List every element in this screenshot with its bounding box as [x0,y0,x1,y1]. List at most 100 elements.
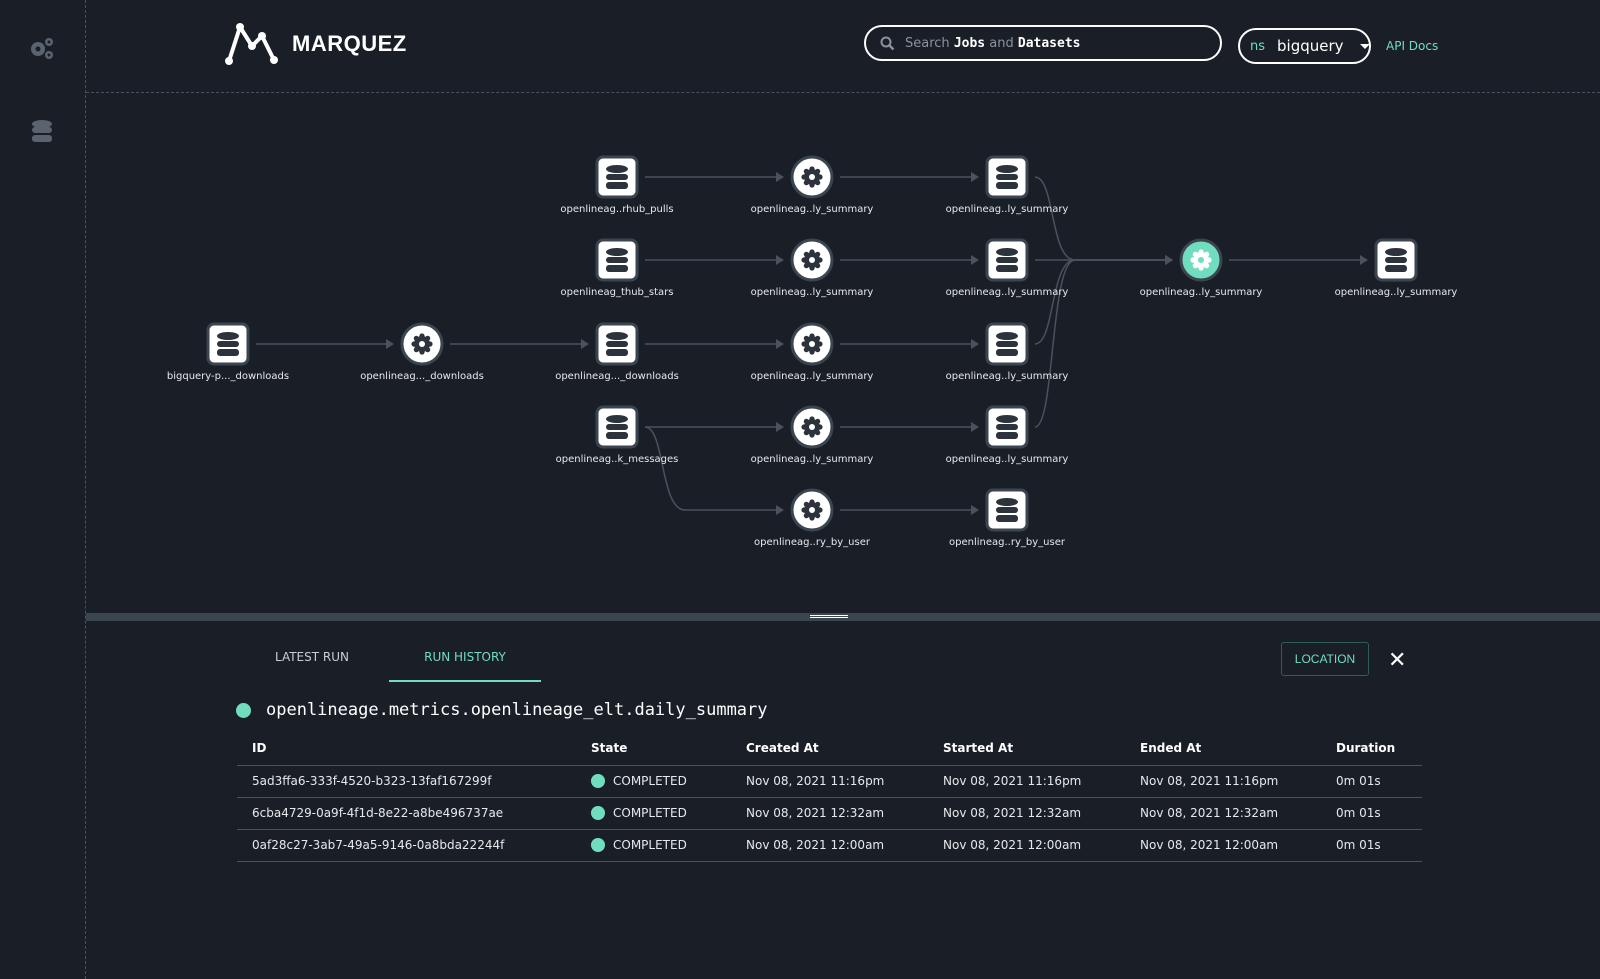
col-ended: Ended At [1125,732,1321,766]
node-label: openlineag..ly_summary [751,454,874,465]
lineage-graph: bigquery-p..._downloads openlineag..._dow… [167,155,1458,548]
job-title: openlineage.metrics.openlineage_elt.dail… [236,700,768,720]
api-docs-link[interactable]: API Docs [1386,39,1439,53]
dataset-node[interactable]: openlineag_thub_stars [560,238,674,298]
dataset-node[interactable]: openlineag..._downloads [555,322,679,382]
graph-edge [1034,259,1171,428]
dataset-node[interactable]: openlineag..k_messages [556,405,679,465]
caret-down-icon [1359,43,1370,49]
header: MARQUEZ Search Jobs and Datasets ns bigq… [86,0,1600,93]
col-created: Created At [731,732,928,766]
app-name: MARQUEZ [292,31,407,56]
node-label: openlineag..ry_by_user [754,537,871,548]
job-node[interactable]: openlineag..ly_summary [751,155,874,215]
edge-arrow [776,255,784,265]
close-icon[interactable]: ✕ [1388,648,1407,673]
edge-arrow [776,422,784,432]
edge-arrow [386,339,394,349]
namespace-label: ns [1250,38,1266,54]
node-label: openlineag..ly_summary [751,287,874,298]
gear-icon [1190,249,1212,271]
dataset-node[interactable]: openlineag..rhub_pulls [560,155,674,215]
edge-arrow [1165,255,1173,265]
datasets-database-icon[interactable] [26,116,58,148]
duration: 0m 01s [1321,797,1422,830]
database-icon [996,165,1018,189]
job-node[interactable]: openlineag..ly_summary [751,238,874,298]
table-row[interactable]: 0af28c27-3ab7-49a5-9146-0a8bda22244f COMP… [237,829,1422,862]
graph-edge [1034,176,1171,261]
state-label: COMPLETED [613,774,687,788]
dataset-node[interactable]: openlineag..ly_summary [946,322,1069,382]
state-dot [591,774,605,788]
state-dot [591,806,605,820]
state-label: COMPLETED [613,838,687,852]
col-state: State [576,732,731,766]
graph-edge [644,426,782,511]
namespace-select[interactable]: ns bigquery [1238,28,1371,64]
col-started: Started At [928,732,1125,766]
ended-at: Nov 08, 2021 12:32am [1125,797,1321,830]
job-name: openlineage.metrics.openlineage_elt.dail… [266,700,768,720]
database-icon [996,415,1018,439]
location-button[interactable]: LOCATION [1281,642,1369,676]
node-label: openlineag..ly_summary [751,204,874,215]
dataset-node[interactable]: openlineag..ly_summary [1335,238,1458,298]
dataset-node[interactable]: openlineag..ly_summary [946,238,1069,298]
state-dot [591,838,605,852]
edge-arrow [776,505,784,515]
edge-arrow [776,172,784,182]
col-duration: Duration [1321,732,1422,766]
graph-edge [1034,259,1171,345]
gear-icon [801,416,823,438]
panel-resize-handle[interactable] [86,613,1600,621]
tab-latest-run[interactable]: LATEST RUN [274,650,349,664]
job-node[interactable]: openlineag..ly_summary [751,322,874,382]
table-row[interactable]: 6cba4729-0a9f-4f1d-8e22-a8be496737ae COMP… [237,797,1422,830]
sidebar [0,0,86,979]
tab-run-history[interactable]: RUN HISTORY [389,650,541,682]
run-state: COMPLETED [576,829,731,862]
database-icon [606,165,628,189]
dataset-node[interactable]: openlineag..ly_summary [946,405,1069,465]
table-row[interactable]: 5ad3ffa6-333f-4520-b323-13faf167299f COMP… [237,765,1422,798]
created-at: Nov 08, 2021 12:00am [731,829,928,862]
search-placeholder: Search Jobs and Datasets [905,35,1081,51]
created-at: Nov 08, 2021 11:16pm [731,765,928,798]
database-icon [606,415,628,439]
dataset-node[interactable]: openlineag..ly_summary [946,155,1069,215]
job-node[interactable]: openlineag..ly_summary [751,405,874,465]
jobs-gears-icon[interactable] [26,32,58,64]
node-label: openlineag..ly_summary [946,204,1069,215]
database-icon [996,332,1018,356]
node-label: openlineag..._downloads [360,371,484,382]
marquez-logo[interactable]: MARQUEZ [224,22,407,66]
namespace-value: bigquery [1277,37,1344,55]
database-icon [606,332,628,356]
ended-at: Nov 08, 2021 11:16pm [1125,765,1321,798]
database-icon [217,332,239,356]
edge-arrow [971,339,979,349]
dataset-node[interactable]: openlineag..ry_by_user [949,488,1066,548]
search-input[interactable]: Search Jobs and Datasets [864,25,1222,61]
database-icon [606,248,628,272]
job-node[interactable]: openlineag..ry_by_user [754,488,871,548]
edge-arrow [971,255,979,265]
created-at: Nov 08, 2021 12:32am [731,797,928,830]
duration: 0m 01s [1321,829,1422,862]
node-label: bigquery-p..._downloads [167,371,289,382]
drag-handle-icon [810,615,848,618]
gear-icon [411,333,433,355]
job-node[interactable]: openlineag..ly_summary [1140,238,1263,298]
dataset-node[interactable]: bigquery-p..._downloads [167,322,289,382]
run-history-table: ID State Created At Started At Ended At … [237,732,1422,862]
run-id: 6cba4729-0a9f-4f1d-8e22-a8be496737ae [237,797,576,830]
run-id: 0af28c27-3ab7-49a5-9146-0a8bda22244f [237,829,576,862]
started-at: Nov 08, 2021 12:00am [928,829,1125,862]
col-id: ID [237,732,576,766]
node-label: openlineag..ly_summary [1140,287,1263,298]
job-node[interactable]: openlineag..._downloads [360,322,484,382]
ended-at: Nov 08, 2021 12:00am [1125,829,1321,862]
marquez-logo-icon [225,23,278,65]
node-label: openlineag..k_messages [556,454,679,465]
